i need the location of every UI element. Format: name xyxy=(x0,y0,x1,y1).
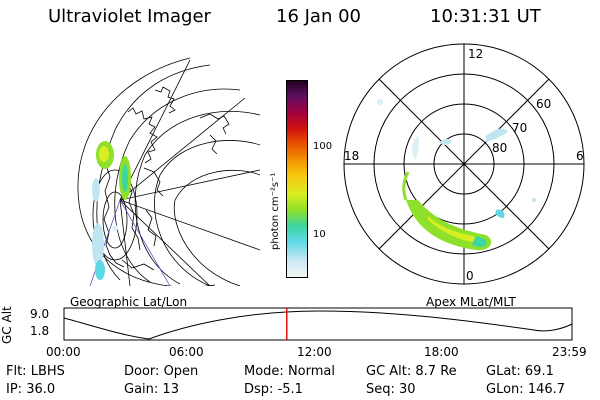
time-tick-0600: 06:00 xyxy=(169,345,204,359)
mlt-label-18: 18 xyxy=(344,149,359,163)
mlt-label-0: 0 xyxy=(466,269,474,283)
colorbar-unit-label: photon cm⁻²s⁻¹ xyxy=(270,172,281,250)
info-mode: Mode: Normal xyxy=(244,364,335,379)
info-glon: GLon: 146.7 xyxy=(486,382,566,397)
lat-label-70: 70 xyxy=(512,121,527,135)
image-date: 16 Jan 00 xyxy=(276,6,361,27)
info-flt: Flt: LBHS xyxy=(6,364,65,379)
info-dsp: Dsp: -5.1 xyxy=(244,382,303,397)
mlt-label-12: 12 xyxy=(468,47,483,61)
image-time: 10:31:31 UT xyxy=(430,6,541,27)
time-tick-1200: 12:00 xyxy=(297,345,332,359)
colorbar xyxy=(286,80,308,278)
info-seq: Seq: 30 xyxy=(366,382,416,397)
info-door: Door: Open xyxy=(124,364,199,379)
altitude-strip xyxy=(63,307,573,341)
geographic-caption: Geographic Lat/Lon xyxy=(70,295,188,309)
info-ip: IP: 36.0 xyxy=(6,382,56,397)
colorbar-tick-10: 10 xyxy=(313,229,326,240)
y-tick-9: 9.0 xyxy=(30,307,50,321)
colorbar-tick-100: 100 xyxy=(313,141,333,152)
y-tick-1-8: 1.8 xyxy=(30,324,50,338)
info-gain: Gain: 13 xyxy=(124,382,179,397)
polar-caption: Apex MLat/MLT xyxy=(426,295,516,309)
time-tick-0000: 00:00 xyxy=(46,345,81,359)
info-glat: GLat: 69.1 xyxy=(486,364,554,379)
time-tick-2359: 23:59 xyxy=(552,345,587,359)
gc-alt-ylabel: GC Alt xyxy=(0,306,14,344)
lat-label-80: 80 xyxy=(492,141,507,155)
polar-plot: 12 18 6 0 60 70 80 xyxy=(343,43,585,285)
geographic-map xyxy=(77,57,260,287)
instrument-title: Ultraviolet Imager xyxy=(48,6,211,27)
lat-label-60: 60 xyxy=(536,97,551,111)
mlt-label-6: 6 xyxy=(576,149,584,163)
info-gc-alt: GC Alt: 8.7 Re xyxy=(366,364,457,379)
time-tick-1800: 18:00 xyxy=(424,345,459,359)
